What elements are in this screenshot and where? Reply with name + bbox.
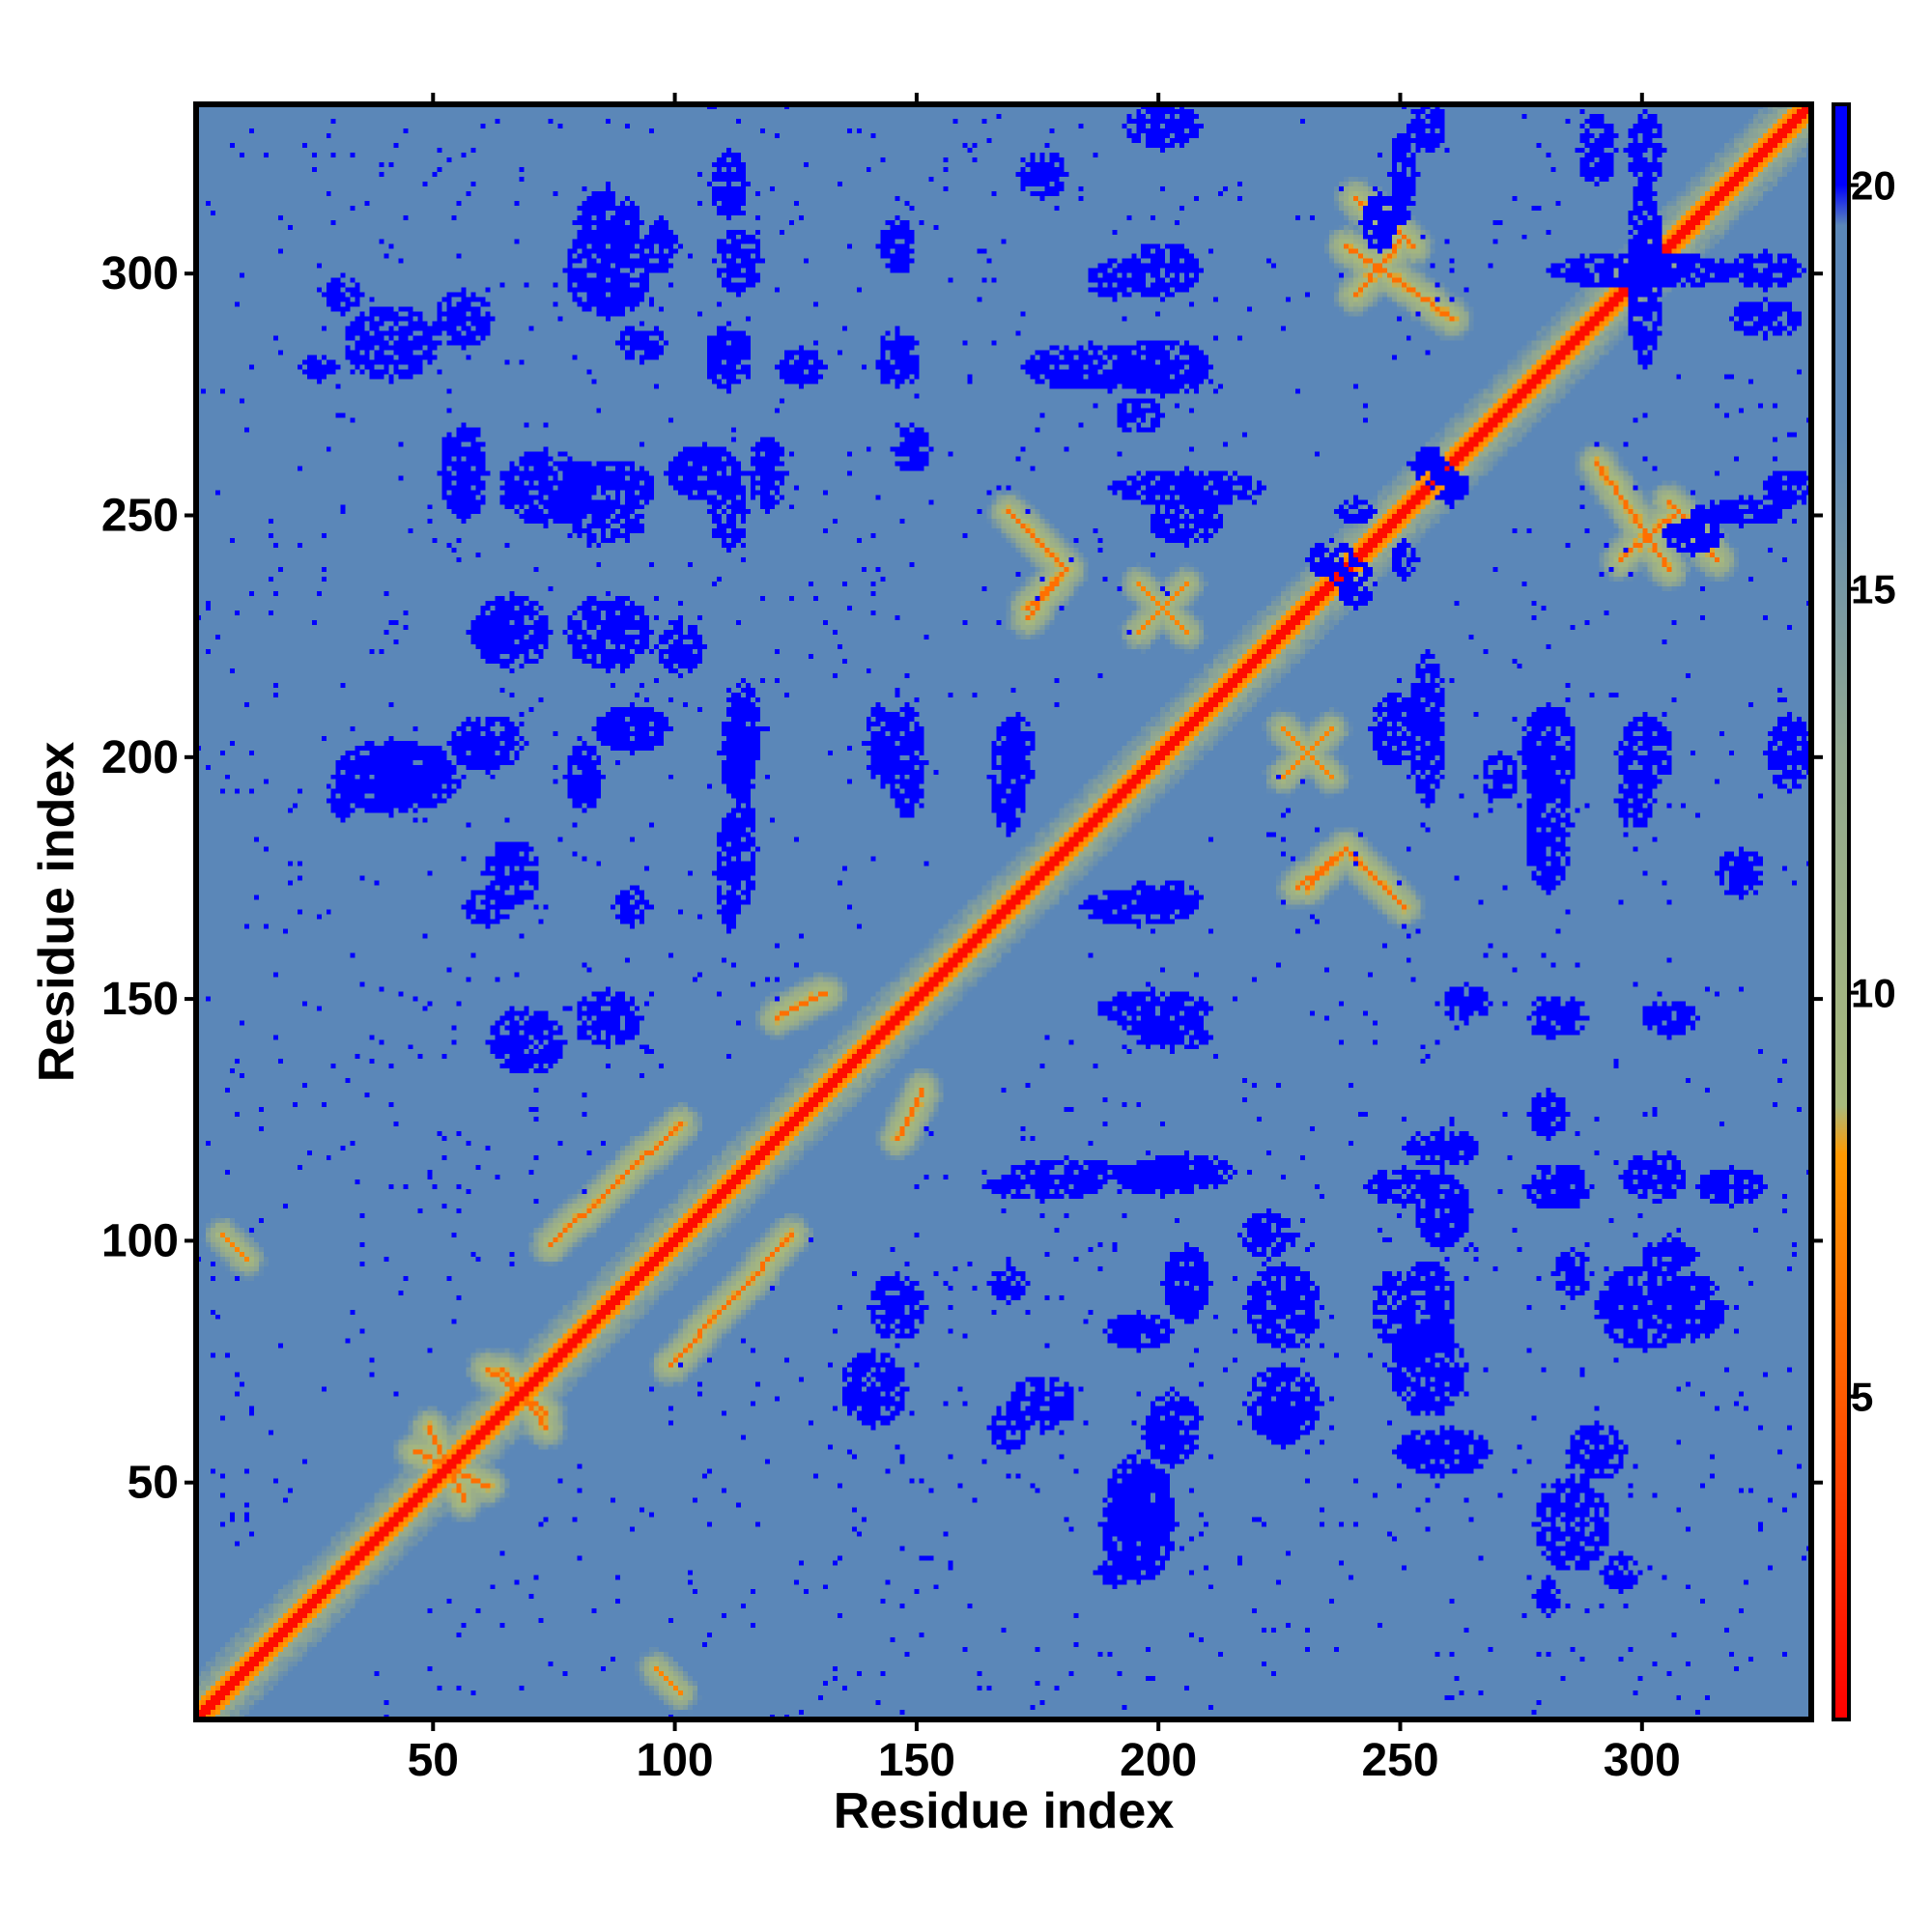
distance-heatmap (196, 104, 1811, 1719)
y-tick-label-50: 50 (128, 1458, 179, 1509)
colorbar-frame (1832, 102, 1851, 1721)
colorbar-fill (1833, 104, 1849, 1719)
x-axis-ticks: 50 100 150 200 250 300 (408, 1719, 1681, 1786)
x-tick-label-50: 50 (408, 1735, 459, 1786)
top-axis-ticks (431, 93, 1644, 104)
x-tick-label-150: 150 (878, 1735, 955, 1786)
y-axis-title: Residue index (29, 742, 85, 1083)
y-tick-label-250: 250 (101, 491, 179, 542)
colorbar-tick-label-5: 5 (1851, 1375, 1873, 1420)
x-tick-label-200: 200 (1120, 1735, 1197, 1786)
x-tick-label-100: 100 (637, 1735, 714, 1786)
plot-area (193, 101, 1814, 1722)
y-tick-label-200: 200 (101, 732, 179, 783)
colorbar: 5 10 15 20 (1832, 102, 1896, 1721)
y-tick-label-150: 150 (101, 974, 179, 1025)
y-tick-label-100: 100 (101, 1215, 179, 1266)
y-axis-ticks: 50 100 150 200 250 300 (101, 248, 196, 1509)
x-axis-title: Residue index (834, 1783, 1175, 1839)
right-axis-ticks (1811, 271, 1823, 1485)
plot-frame (193, 101, 1814, 1722)
colorbar-ticks: 5 10 15 20 (1849, 163, 1896, 1420)
colorbar-tick-label-15: 15 (1851, 567, 1896, 612)
x-tick-label-250: 250 (1361, 1735, 1438, 1786)
colorbar-tick-label-10: 10 (1851, 971, 1896, 1016)
colorbar-tick-label-20: 20 (1851, 163, 1896, 209)
x-tick-label-300: 300 (1604, 1735, 1681, 1786)
y-tick-label-300: 300 (101, 248, 179, 299)
